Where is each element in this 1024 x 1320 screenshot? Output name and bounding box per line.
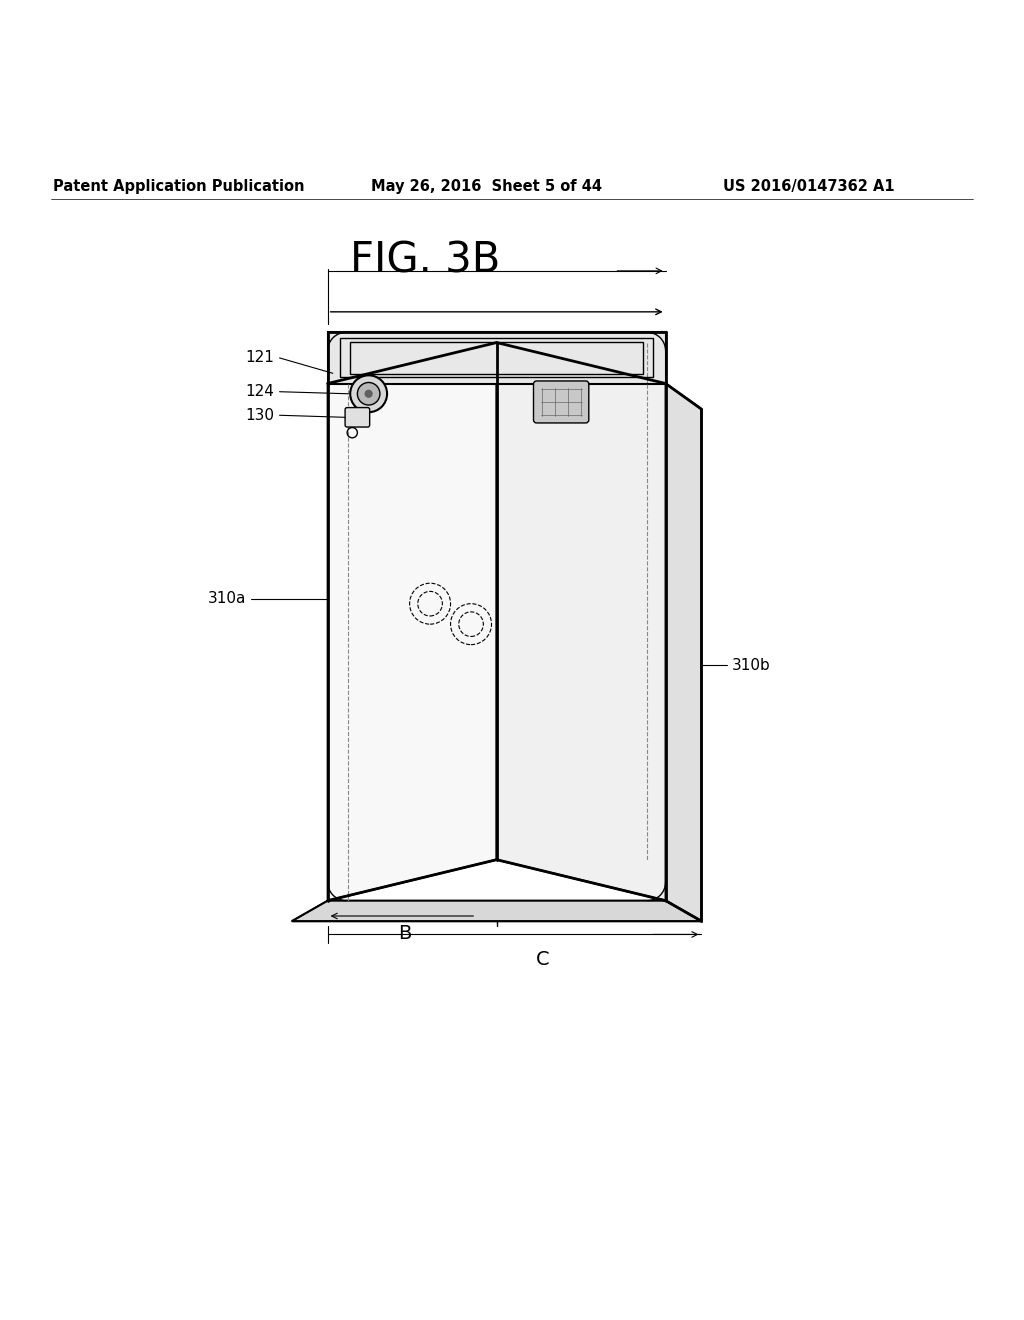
Text: 121: 121 bbox=[246, 350, 274, 366]
Text: 130: 130 bbox=[246, 408, 274, 422]
Text: May 26, 2016  Sheet 5 of 44: May 26, 2016 Sheet 5 of 44 bbox=[371, 180, 602, 194]
Polygon shape bbox=[292, 900, 701, 921]
Circle shape bbox=[350, 375, 387, 412]
Text: 310a: 310a bbox=[208, 591, 246, 606]
FancyBboxPatch shape bbox=[534, 381, 589, 422]
Polygon shape bbox=[328, 343, 497, 900]
Text: B: B bbox=[397, 924, 412, 942]
Text: C: C bbox=[536, 949, 550, 969]
FancyBboxPatch shape bbox=[345, 408, 370, 428]
Text: Patent Application Publication: Patent Application Publication bbox=[53, 180, 305, 194]
Text: 124: 124 bbox=[246, 384, 274, 399]
Text: A: A bbox=[515, 343, 529, 362]
Text: 310b: 310b bbox=[732, 657, 771, 673]
Text: US 2016/0147362 A1: US 2016/0147362 A1 bbox=[723, 180, 895, 194]
Circle shape bbox=[357, 383, 380, 405]
Polygon shape bbox=[497, 343, 666, 900]
Polygon shape bbox=[666, 384, 701, 921]
Circle shape bbox=[365, 389, 373, 397]
Text: FIG. 3B: FIG. 3B bbox=[350, 240, 500, 281]
Polygon shape bbox=[328, 333, 666, 384]
